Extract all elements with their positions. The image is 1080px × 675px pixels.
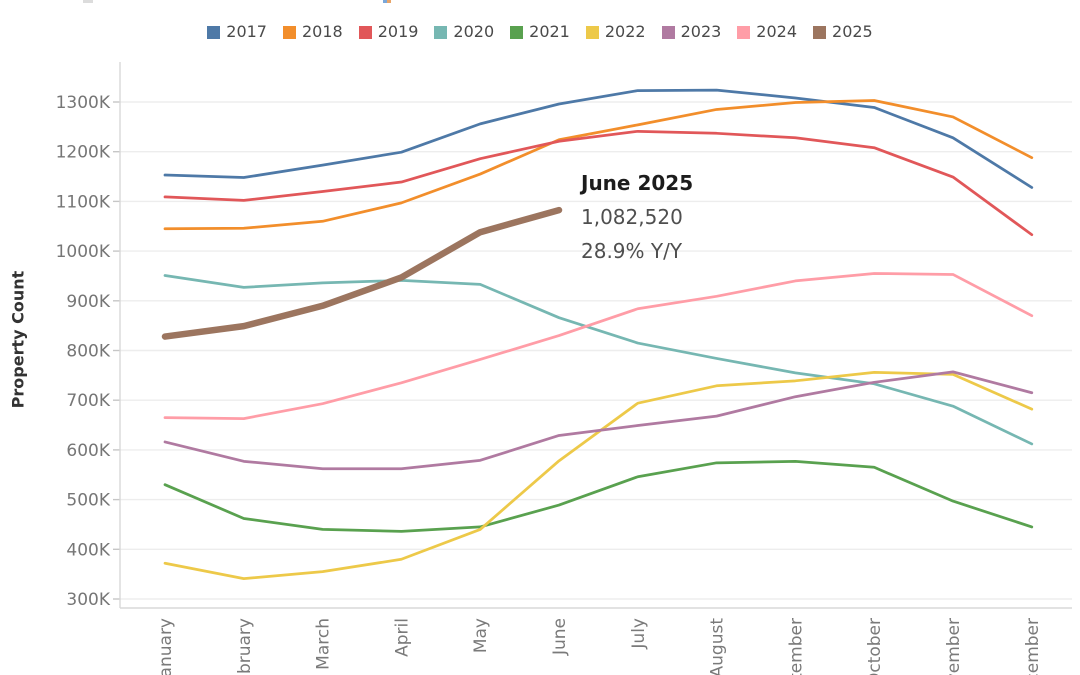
x-tick-label-July: July (629, 618, 649, 650)
x-tick-label-May: May (471, 618, 491, 653)
series-line-2017[interactable] (163, 88, 1034, 189)
x-tick-label-February: February (235, 618, 255, 675)
y-tick-label: 800K (66, 342, 110, 362)
x-tick-label-January: January (156, 618, 176, 675)
x-tick-label-December: December (1023, 618, 1043, 675)
series-line-2019[interactable] (163, 129, 1034, 237)
y-tick-label: 700K (66, 391, 110, 411)
legend-swatch-2023 (661, 25, 675, 39)
x-tick-label-September: September (786, 618, 806, 675)
x-tick-label-April: April (392, 618, 412, 657)
annotation-yoy: 28.9% Y/Y (581, 239, 683, 263)
y-tick-label: 600K (66, 441, 110, 461)
legend-item-2025[interactable]: 2025 (813, 24, 873, 40)
annotation: June 2025 1,082,520 28.9% Y/Y (581, 166, 801, 268)
legend-swatch-2025 (813, 25, 827, 39)
legend-item-2024[interactable]: 2024 (737, 24, 797, 40)
x-tick-label-August: August (708, 618, 728, 675)
legend-label: 2025 (832, 22, 873, 41)
y-tick-label: 1200K (56, 143, 111, 163)
legend-swatch-2021 (510, 25, 524, 39)
x-tick-label-March: March (314, 618, 334, 670)
y-tick-label: 1000K (56, 242, 111, 262)
legend-label: 2024 (756, 22, 798, 41)
series-line-2020[interactable] (163, 274, 1034, 446)
x-tick-label-October: October (865, 618, 885, 675)
legend-item-2021[interactable]: 2021 (510, 24, 570, 40)
series-line-2023[interactable] (163, 370, 1034, 471)
annotation-value: 1,082,520 (581, 205, 683, 229)
legend-label: 2017 (226, 22, 267, 41)
legend-item-2017[interactable]: 2017 (207, 24, 267, 40)
legend-label: 2018 (301, 22, 343, 41)
legend-swatch-2020 (434, 25, 448, 39)
x-tick-label-June: June (550, 618, 570, 656)
legend-label: 2021 (529, 22, 570, 41)
legend-swatch-2017 (207, 25, 221, 39)
legend-swatch-2019 (358, 25, 372, 39)
x-tick-label-November: November (944, 618, 964, 675)
series-line-2024[interactable] (163, 272, 1034, 420)
legend-swatch-2024 (737, 25, 751, 39)
y-tick-label: 300K (66, 590, 110, 610)
legend-item-2022[interactable]: 2022 (585, 22, 646, 41)
legend-item-2018[interactable]: 2018 (282, 22, 343, 41)
y-tick-label: 900K (66, 292, 110, 312)
y-tick-label: 1100K (56, 192, 111, 212)
series-line-2025[interactable] (161, 206, 563, 340)
legend-item-2019[interactable]: 2019 (358, 22, 419, 41)
legend-swatch-2018 (282, 25, 296, 39)
series-line-2022[interactable] (163, 370, 1034, 580)
legend-swatch-2022 (585, 25, 599, 39)
series-line-2018[interactable] (163, 99, 1034, 231)
legend-item-2020[interactable]: 2020 (434, 24, 494, 40)
legend-label: 2019 (377, 22, 419, 41)
legend-label: 2023 (680, 22, 722, 41)
y-tick-label: 400K (66, 540, 110, 560)
y-tick-label: 1300K (56, 93, 111, 113)
legend-label: 2020 (453, 22, 495, 41)
clipped-toolbar-remnant (83, 0, 93, 3)
clipped-toolbar-remnant (383, 0, 391, 3)
series-line-2021[interactable] (163, 459, 1034, 533)
annotation-title: June 2025 (581, 171, 694, 195)
legend: 2017 2018 2019 2020 2021 2022 2023 2024 2025 (0, 23, 1080, 41)
legend-item-2023[interactable]: 2023 (661, 22, 722, 41)
legend-label: 2022 (604, 22, 646, 41)
y-tick-label: 500K (66, 491, 110, 511)
